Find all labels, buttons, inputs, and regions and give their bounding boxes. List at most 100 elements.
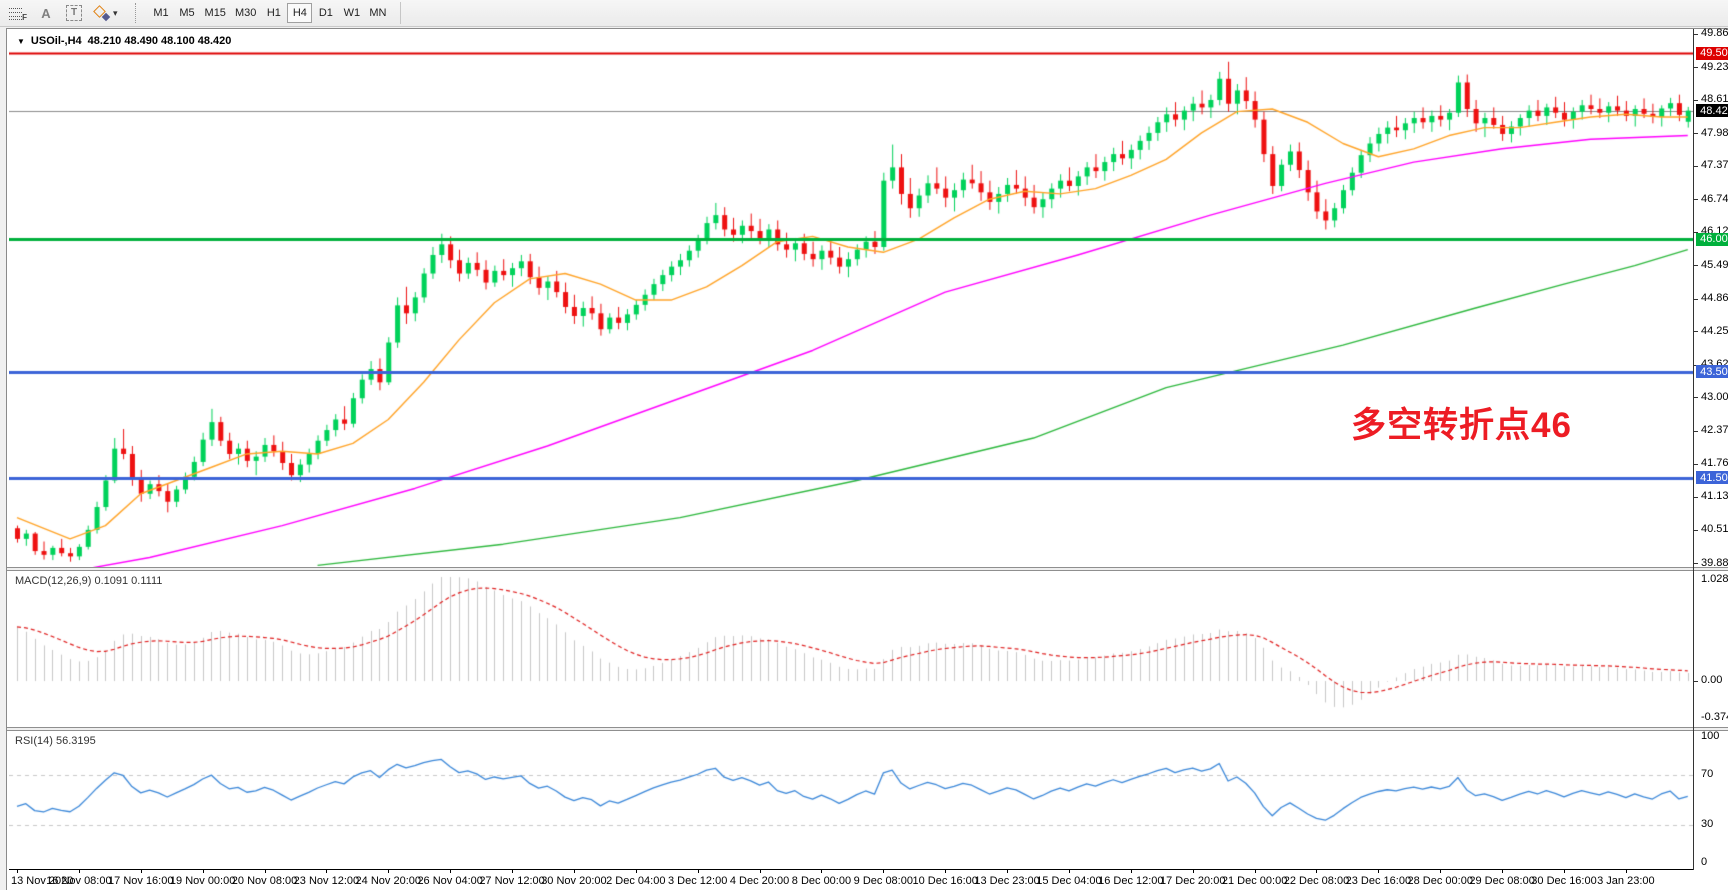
time-label: 2 Dec 04:00 bbox=[606, 875, 666, 887]
time-tick bbox=[140, 870, 142, 873]
price-tick-label: 41.760 bbox=[1701, 457, 1728, 470]
price-tick-label: 39.885 bbox=[1701, 556, 1728, 569]
time-tick bbox=[1254, 870, 1256, 873]
price-tick bbox=[1694, 67, 1698, 69]
time-label: 27 Nov 12:00 bbox=[479, 875, 545, 887]
text-box-icon: T bbox=[66, 5, 82, 21]
time-tick bbox=[512, 870, 514, 873]
time-tick bbox=[1625, 870, 1627, 873]
timeframe-m1-button[interactable]: M1 bbox=[149, 3, 174, 23]
time-label: 3 Jan 23:00 bbox=[1597, 875, 1655, 887]
timeframe-m30-button[interactable]: M30 bbox=[231, 3, 260, 23]
time-label: 9 Dec 08:00 bbox=[853, 875, 913, 887]
price-tick bbox=[1694, 133, 1698, 135]
symbol-label: USOil-,H4 bbox=[30, 35, 82, 47]
price-tick bbox=[1694, 331, 1698, 333]
time-label: 16 Nov 08:00 bbox=[46, 875, 112, 887]
price-tick-label: 45.495 bbox=[1701, 258, 1728, 271]
shapes-icon bbox=[93, 5, 111, 22]
price-tick bbox=[1694, 496, 1698, 498]
rsi-axis-30: 30 bbox=[1701, 818, 1714, 831]
time-label: 8 Dec 00:00 bbox=[791, 875, 852, 887]
time-tick bbox=[1564, 870, 1565, 873]
time-tick bbox=[1192, 870, 1194, 873]
chevron-down-icon: ▾ bbox=[113, 7, 118, 18]
level-label-46.000: 46.000 bbox=[1696, 232, 1728, 246]
price-tick bbox=[1694, 265, 1698, 267]
time-tick bbox=[1007, 870, 1009, 873]
time-label: 21 Dec 00:00 bbox=[1221, 875, 1288, 887]
time-label: 19 Nov 00:00 bbox=[169, 875, 236, 887]
price-tick-label: 46.740 bbox=[1701, 192, 1728, 205]
level-label-43.500: 43.500 bbox=[1696, 365, 1728, 379]
price-tick-label: 49.860 bbox=[1701, 27, 1728, 40]
text-label-icon: A bbox=[41, 5, 51, 21]
shapes-tool-button[interactable]: ▾ bbox=[89, 2, 123, 24]
price-tick bbox=[1694, 231, 1698, 233]
timeframe-h4-button[interactable]: H4 bbox=[287, 3, 313, 23]
price-tick-label: 47.370 bbox=[1701, 159, 1728, 172]
timeframe-h1-button[interactable]: H1 bbox=[261, 3, 286, 23]
time-tick bbox=[759, 870, 761, 873]
price-chart-canvas[interactable] bbox=[9, 31, 1693, 567]
time-label: 30 Nov 20:00 bbox=[541, 875, 607, 887]
timeframe-group: M1 M5 M15 M30 H1 H4 D1 W1 MN bbox=[149, 3, 391, 23]
price-tick-label: 49.230 bbox=[1701, 60, 1728, 73]
text-label-tool-button[interactable]: A bbox=[33, 2, 59, 24]
time-label: 30 Dec 16:00 bbox=[1531, 875, 1597, 887]
price-tick bbox=[1694, 397, 1698, 399]
timeframe-d1-button[interactable]: D1 bbox=[313, 3, 338, 23]
price-axis-line bbox=[1693, 29, 1694, 870]
rsi-panel-canvas[interactable] bbox=[9, 731, 1693, 869]
time-tick bbox=[945, 870, 947, 873]
chart-title: ▼ USOil-,H4 48.210 48.490 48.100 48.420 bbox=[17, 35, 231, 47]
level-label-48.420: 48.420 bbox=[1696, 104, 1728, 118]
expander-icon[interactable]: ▼ bbox=[17, 36, 25, 46]
price-tick-label: 47.985 bbox=[1701, 126, 1728, 139]
price-tick bbox=[1694, 199, 1698, 201]
time-label: 29 Dec 08:00 bbox=[1469, 875, 1535, 887]
timeframe-mn-button[interactable]: MN bbox=[365, 3, 390, 23]
level-label-49.500: 49.500 bbox=[1696, 46, 1728, 60]
macd-panel-canvas[interactable] bbox=[9, 571, 1693, 727]
toolbar-separator bbox=[400, 2, 402, 24]
time-tick bbox=[202, 870, 204, 873]
macd-caption: MACD(12,26,9) 0.1091 0.1111 bbox=[15, 575, 163, 587]
time-label: 24 Nov 20:00 bbox=[355, 875, 421, 887]
time-label: 13 Dec 23:00 bbox=[974, 875, 1040, 887]
time-label: 13 Nov 2020 bbox=[11, 875, 74, 887]
text-box-tool-button[interactable]: T bbox=[61, 2, 87, 24]
macd-zero-tick bbox=[1694, 680, 1698, 682]
timeframe-m5-button[interactable]: M5 bbox=[175, 3, 200, 23]
time-tick bbox=[450, 870, 452, 873]
time-tick bbox=[1316, 870, 1318, 873]
annotation-text[interactable]: 多空转折点46 bbox=[1351, 406, 1572, 445]
time-tick bbox=[821, 870, 823, 873]
timeframe-m15-button[interactable]: M15 bbox=[201, 3, 230, 23]
level-label-41.500: 41.500 bbox=[1696, 471, 1728, 485]
time-label: 23 Dec 16:00 bbox=[1345, 875, 1412, 887]
time-tick bbox=[1130, 870, 1132, 873]
time-tick bbox=[1440, 870, 1442, 873]
price-tick bbox=[1694, 33, 1698, 35]
panel-divider[interactable] bbox=[7, 727, 1728, 731]
price-tick-label: 48.615 bbox=[1701, 93, 1728, 106]
ohlc-quote: 48.210 48.490 48.100 48.420 bbox=[87, 35, 232, 47]
price-tick-label: 40.515 bbox=[1701, 523, 1728, 536]
time-tick bbox=[1068, 870, 1070, 873]
macd-axis-max: 1.0283 bbox=[1701, 573, 1728, 585]
price-tick bbox=[1694, 430, 1698, 432]
timeframe-w1-button[interactable]: W1 bbox=[339, 3, 364, 23]
fibo-grid-tool-button[interactable]: F bbox=[4, 2, 31, 24]
time-label: 16 Dec 12:00 bbox=[1098, 875, 1164, 887]
price-tick bbox=[1694, 563, 1698, 565]
time-tick bbox=[388, 870, 390, 873]
panel-divider[interactable] bbox=[7, 567, 1728, 571]
time-tick bbox=[697, 870, 699, 873]
rsi-caption: RSI(14) 56.3195 bbox=[15, 735, 96, 747]
price-tick bbox=[1694, 99, 1698, 101]
price-tick-label: 43.005 bbox=[1701, 390, 1728, 403]
price-tick-label: 41.130 bbox=[1701, 490, 1728, 503]
rsi-axis-70: 70 bbox=[1701, 767, 1714, 780]
time-tick bbox=[635, 870, 637, 873]
